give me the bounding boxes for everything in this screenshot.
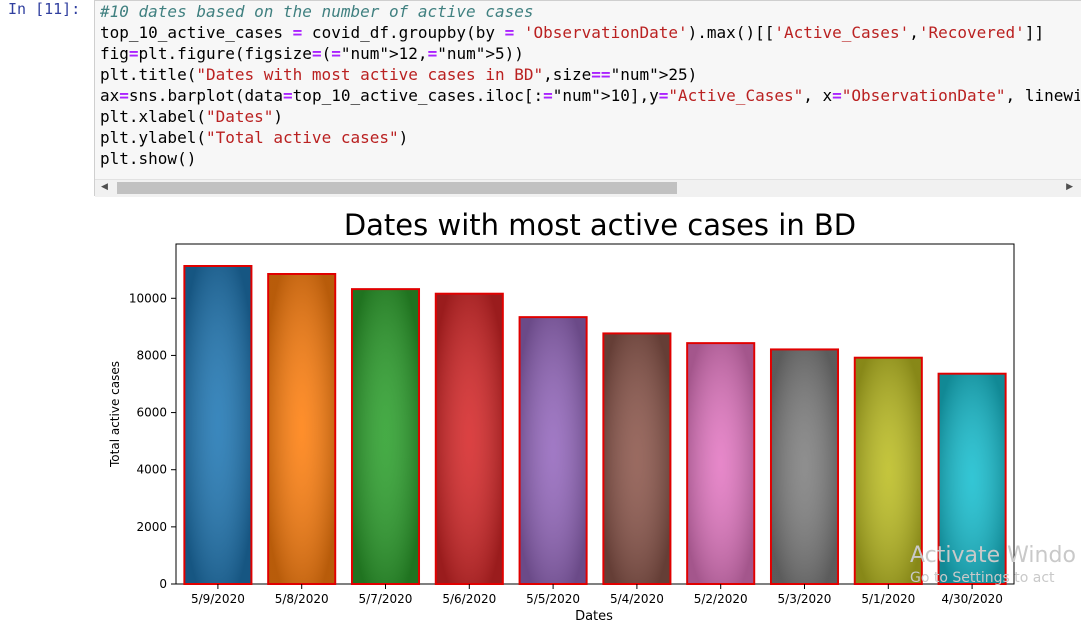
bar-shading	[855, 358, 921, 583]
bar-shading	[520, 318, 586, 583]
y-tick-label: 8000	[136, 348, 167, 362]
code-line: top_10_active_cases = covid_df.groupby(b…	[100, 23, 1045, 42]
code-line: plt.title("Dates with most active cases …	[100, 65, 698, 84]
x-tick-label: 5/8/2020	[275, 592, 329, 606]
bar-shading	[688, 344, 754, 583]
bar-shading	[269, 275, 335, 583]
bar-shading	[185, 267, 251, 583]
code-line: plt.show()	[100, 149, 197, 168]
chart-title: Dates with most active cases in BD	[344, 208, 856, 242]
x-tick-label: 4/30/2020	[941, 592, 1003, 606]
plot-frame	[175, 243, 1015, 585]
code-cell[interactable]: #10 dates based on the number of active …	[94, 0, 1081, 197]
scroll-right-icon[interactable]: ▶	[1066, 182, 1073, 192]
code-line: #10 dates based on the number of active …	[100, 2, 534, 21]
bar-shading	[604, 334, 670, 583]
y-tick-label: 0	[159, 577, 167, 591]
x-tick-label: 5/7/2020	[359, 592, 413, 606]
x-tick-label: 5/2/2020	[694, 592, 748, 606]
x-axis-label: Dates	[575, 609, 613, 624]
y-tick-label: 6000	[136, 406, 167, 420]
horizontal-scrollbar[interactable]: ◀ ▶	[95, 179, 1081, 197]
bar-chart: Dates with most active cases in BD 0 2000…	[108, 208, 1015, 624]
scroll-left-icon[interactable]: ◀	[101, 182, 108, 192]
x-tick-label: 5/9/2020	[191, 592, 245, 606]
code-editor[interactable]: #10 dates based on the number of active …	[100, 1, 1080, 177]
y-tick-label: 2000	[136, 520, 167, 534]
x-tick-label: 5/1/2020	[861, 592, 915, 606]
y-tick-label: 4000	[136, 463, 167, 477]
code-line: plt.ylabel("Total active cases")	[100, 128, 409, 147]
y-tick-label: 10000	[129, 291, 167, 305]
cell-prompt: In [11]:	[8, 0, 81, 18]
x-tick-label: 5/6/2020	[442, 592, 496, 606]
code-line: ax=sns.barplot(data=top_10_active_cases.…	[100, 86, 1080, 105]
y-axis-label: Total active cases	[108, 361, 122, 468]
cell-output: Dates with most active cases in BD 0 2000…	[94, 200, 1081, 625]
scrollbar-thumb[interactable]	[117, 182, 677, 194]
code-line: fig=plt.figure(figsize=(="num">12,="num"…	[100, 44, 524, 63]
x-tick-label: 5/4/2020	[610, 592, 664, 606]
x-tick-label: 5/3/2020	[778, 592, 832, 606]
bar-shading	[939, 374, 1005, 583]
x-tick-label: 5/5/2020	[526, 592, 580, 606]
code-line: plt.xlabel("Dates")	[100, 107, 284, 126]
bar-shading	[352, 290, 419, 583]
bar-shading	[436, 294, 502, 583]
bar-shading	[771, 350, 838, 583]
